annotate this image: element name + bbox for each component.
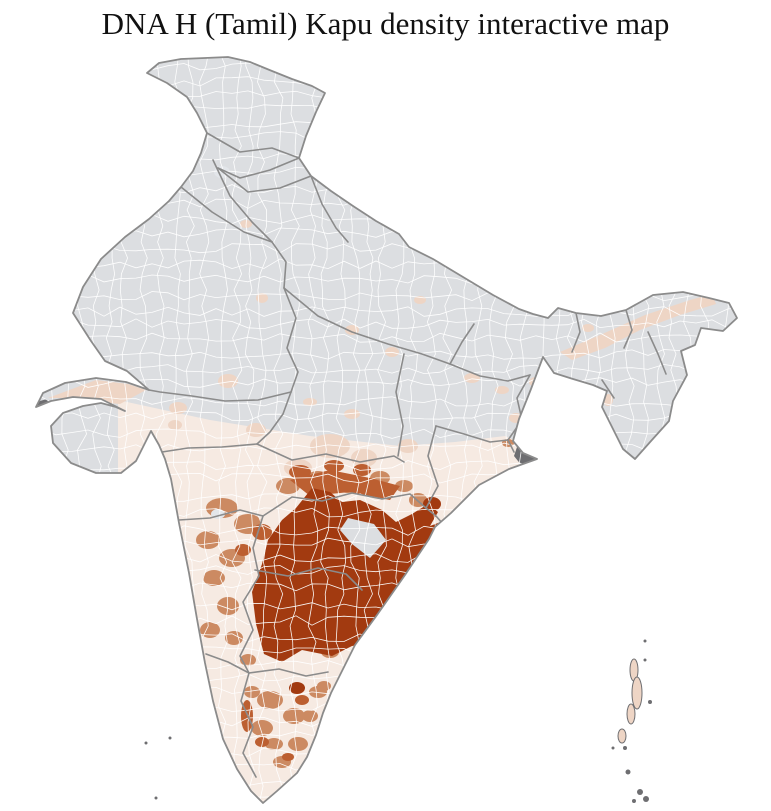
- page-title: DNA H (Tamil) Kapu density interactive m…: [101, 6, 670, 41]
- island-chains[interactable]: [144, 639, 653, 804]
- region-no-data-base[interactable]: [0, 40, 771, 811]
- country-outline: [35, 56, 738, 804]
- state-borders: [148, 132, 667, 778]
